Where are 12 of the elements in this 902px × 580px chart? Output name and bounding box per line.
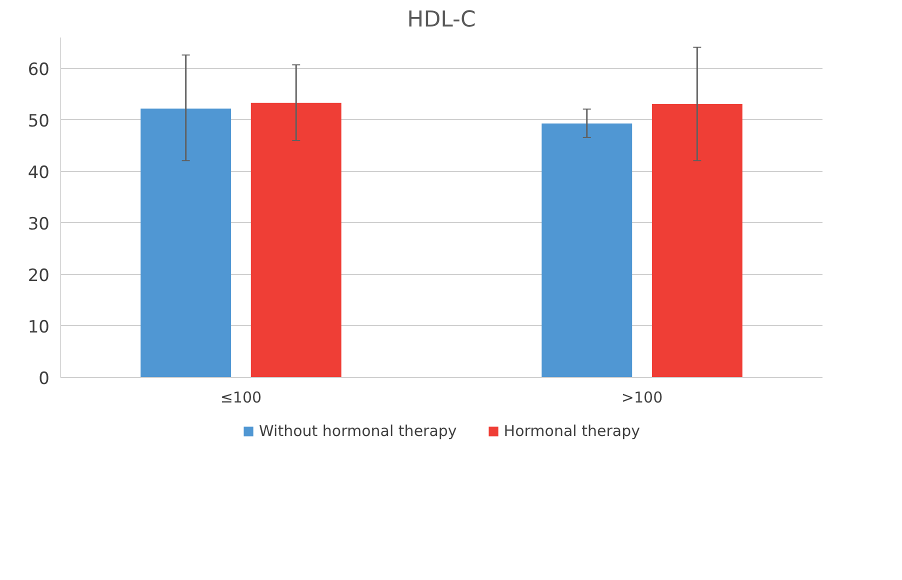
chart-title: HDL-C [407,8,476,32]
y-tick-label: 10 [28,317,50,338]
y-tick-label: 40 [28,162,50,183]
legend-label: Without hormonal therapy [259,422,457,440]
y-tick-label: 30 [28,214,50,234]
legend-label: Hormonal therapy [504,422,640,440]
x-tick-label: >100 [621,388,663,406]
y-tick-label: 50 [28,111,50,132]
x-tick-label: ≤100 [220,388,262,406]
y-tick-label: 0 [38,369,50,389]
y-tick-label: 20 [28,266,50,286]
y-tick-label: 60 [28,60,50,80]
